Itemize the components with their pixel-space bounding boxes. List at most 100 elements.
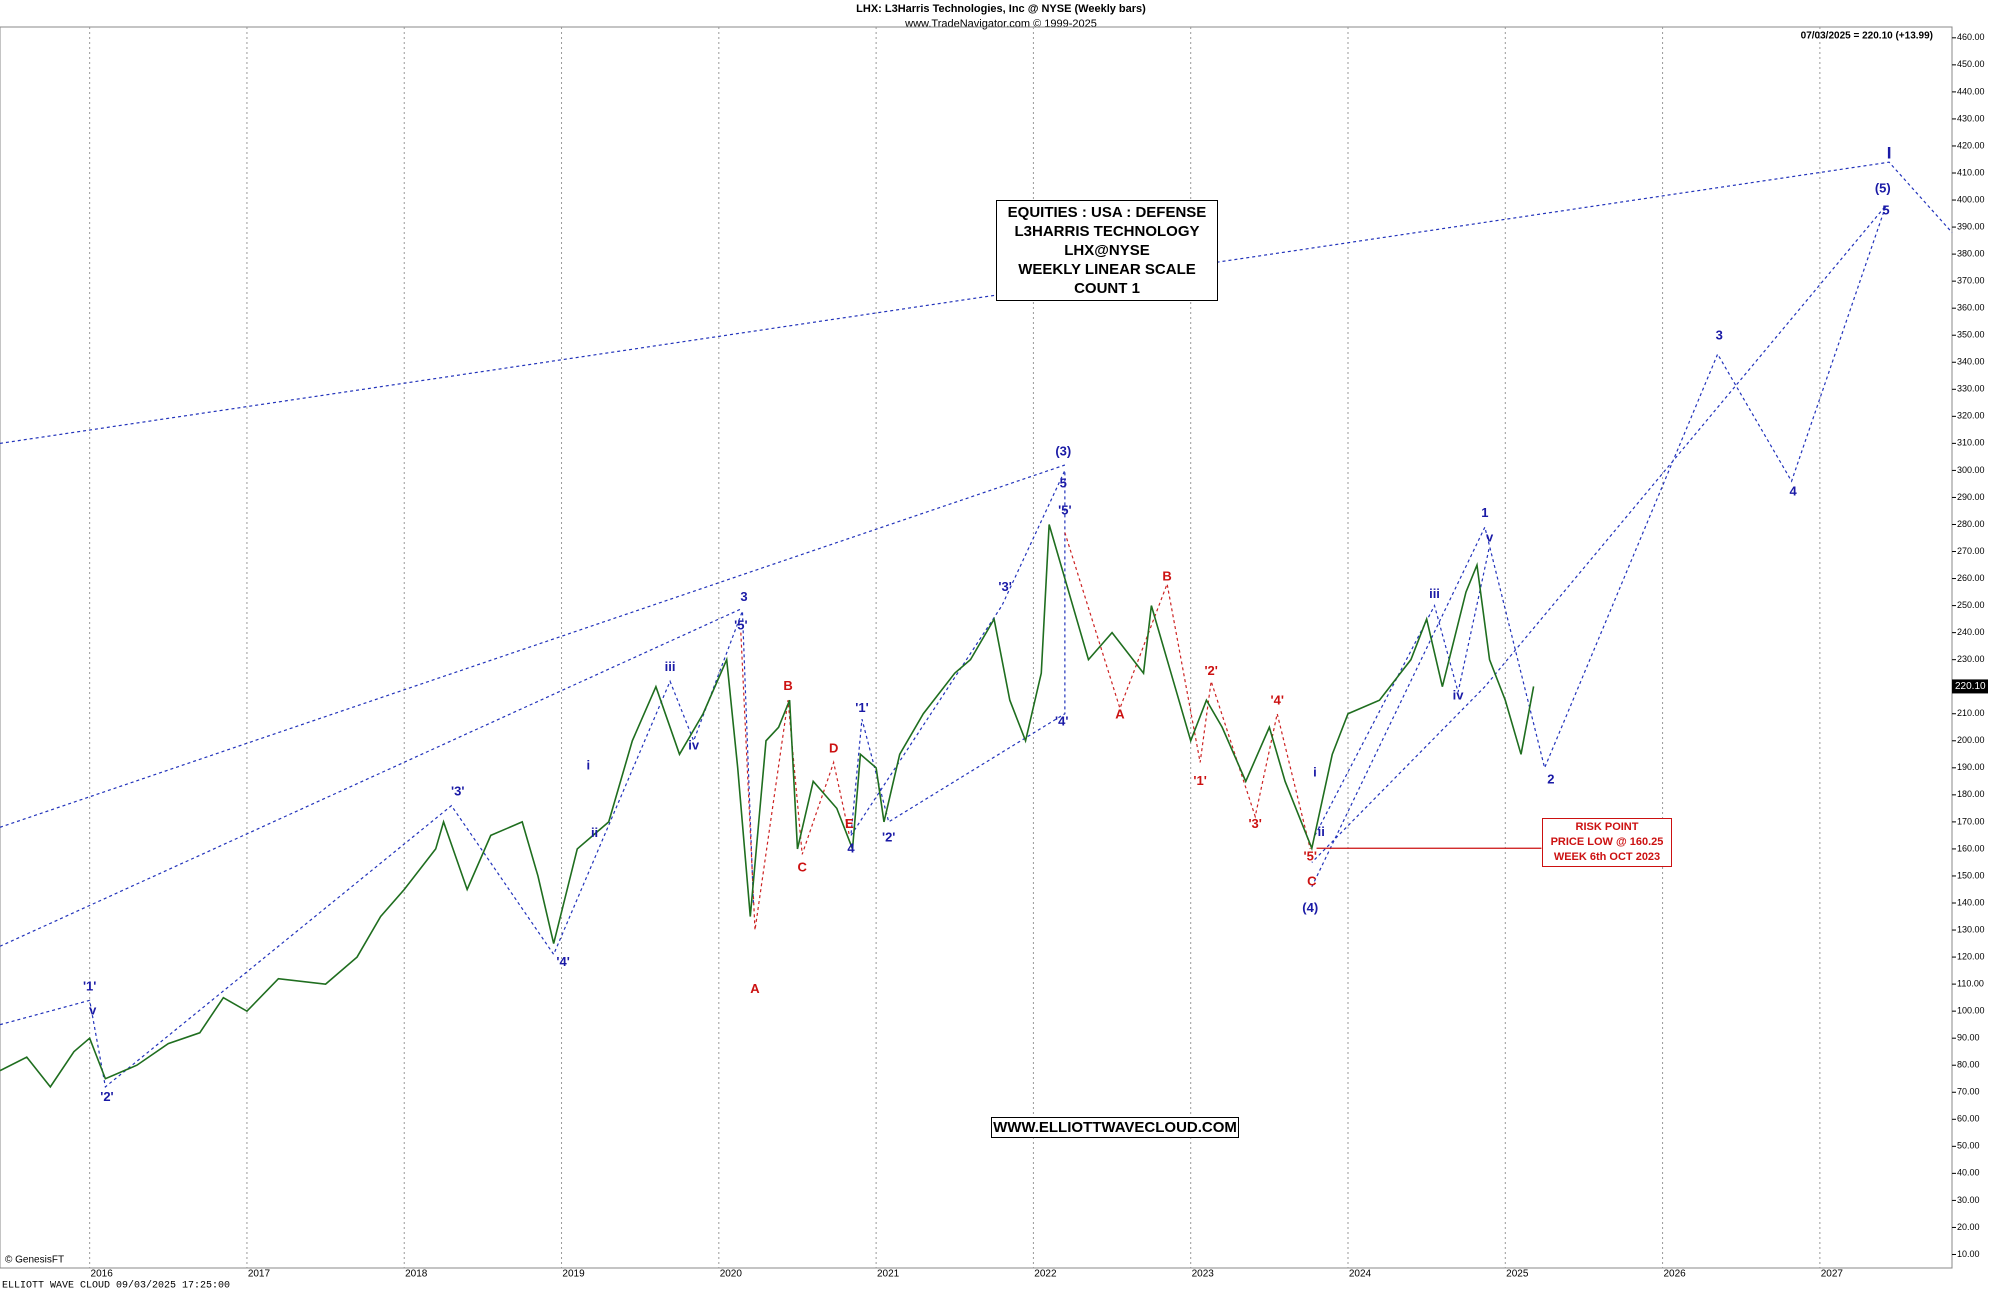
y-tick-label: 320.00 bbox=[1957, 411, 1985, 421]
y-tick-label: 110.00 bbox=[1957, 978, 1984, 988]
wave-label: A bbox=[1115, 707, 1125, 722]
info-line: L3HARRIS TECHNOLOGY bbox=[1014, 223, 1200, 240]
wave-label: '5' bbox=[1304, 848, 1317, 863]
wave-line bbox=[0, 607, 743, 947]
x-tick-label: 2024 bbox=[1349, 1269, 1372, 1280]
wave-label: (4) bbox=[1302, 900, 1318, 915]
y-tick-label: 160.00 bbox=[1957, 843, 1985, 853]
price-line bbox=[0, 524, 1535, 1089]
y-tick-label: 30.00 bbox=[1957, 1195, 1980, 1205]
x-tick-label: 2025 bbox=[1506, 1269, 1529, 1280]
wave-line bbox=[0, 610, 755, 1088]
x-tick-label: 2023 bbox=[1192, 1269, 1215, 1280]
last-price-tag bbox=[1952, 679, 1988, 694]
info-box: EQUITIES : USA : DEFENSE L3HARRIS TECHNO… bbox=[996, 200, 1218, 301]
x-tick-label: 2019 bbox=[562, 1269, 585, 1280]
y-tick-label: 430.00 bbox=[1957, 113, 1985, 123]
wave-label: ii bbox=[591, 825, 598, 840]
wave-label: 2 bbox=[1547, 771, 1554, 786]
wave-label: (3) bbox=[1055, 444, 1071, 459]
y-tick-label: 10.00 bbox=[1957, 1249, 1980, 1259]
y-tick-label: 210.00 bbox=[1957, 708, 1985, 718]
y-tick-label: 290.00 bbox=[1957, 492, 1985, 502]
website: WWW.ELLIOTTWAVECLOUD.COM bbox=[993, 1119, 1237, 1136]
wave-label: '1' bbox=[1193, 773, 1206, 788]
wave-label: E bbox=[845, 816, 854, 831]
wave-line bbox=[850, 470, 1066, 836]
y-tick-label: 410.00 bbox=[1957, 167, 1985, 177]
wave-label: '5' bbox=[734, 617, 747, 632]
y-tick-label: 260.00 bbox=[1957, 573, 1985, 583]
chart-subtitle: www.TradeNavigator.com © 1999-2025 bbox=[904, 18, 1097, 30]
wave-label: C bbox=[1307, 874, 1317, 889]
x-tick-label: 2021 bbox=[877, 1269, 900, 1280]
y-tick-label: 20.00 bbox=[1957, 1222, 1980, 1232]
wave-label: ii bbox=[1318, 824, 1325, 839]
wave-line bbox=[740, 632, 850, 931]
y-tick-label: 350.00 bbox=[1957, 330, 1985, 340]
y-tick-label: 170.00 bbox=[1957, 816, 1985, 826]
wave-label: i bbox=[1313, 765, 1317, 780]
wave-label: 3 bbox=[740, 589, 747, 604]
y-tick-label: 380.00 bbox=[1957, 248, 1985, 258]
y-tick-label: 80.00 bbox=[1957, 1060, 1980, 1070]
wave-label: '5' bbox=[1058, 502, 1071, 517]
wave-label: 1 bbox=[1481, 505, 1488, 520]
x-tick-label: 2017 bbox=[248, 1269, 271, 1280]
y-tick-label: 60.00 bbox=[1957, 1114, 1980, 1124]
plot-frame bbox=[0, 26, 1953, 1269]
wave-label: D bbox=[829, 740, 838, 755]
y-tick-label: 70.00 bbox=[1957, 1087, 1980, 1097]
y-tick-label: 200.00 bbox=[1957, 735, 1985, 745]
footer: ELLIOTT WAVE CLOUD 09/03/2025 17:25:00 bbox=[2, 1280, 230, 1291]
wave-label: '1' bbox=[855, 700, 868, 715]
x-tick-label: 2026 bbox=[1663, 1269, 1686, 1280]
copyright: © GenesisFT bbox=[5, 1255, 64, 1266]
wave-label: '2' bbox=[100, 1089, 113, 1104]
info-line: WEEKLY LINEAR SCALE bbox=[1018, 261, 1196, 278]
wave-label: '3' bbox=[451, 784, 464, 799]
y-tick-label: 140.00 bbox=[1957, 897, 1985, 907]
wave-label: i bbox=[586, 757, 590, 772]
y-tick-label: 90.00 bbox=[1957, 1033, 1980, 1043]
last-price-label: 220.10 bbox=[1955, 681, 1986, 692]
wave-label: '4' bbox=[1055, 713, 1068, 728]
wave-label: (5) bbox=[1875, 181, 1891, 196]
y-tick-label: 280.00 bbox=[1957, 519, 1985, 529]
y-tick-label: 120.00 bbox=[1957, 951, 1985, 961]
risk-line: RISK POINT bbox=[1575, 821, 1639, 833]
y-tick-label: 420.00 bbox=[1957, 140, 1985, 150]
x-tick-label: 2016 bbox=[91, 1269, 114, 1280]
wave-label: v bbox=[1486, 529, 1494, 544]
info-line: EQUITIES : USA : DEFENSE bbox=[1007, 204, 1207, 221]
y-tick-label: 400.00 bbox=[1957, 194, 1985, 204]
wave-label: '3' bbox=[998, 579, 1011, 594]
chart-title: LHX: L3Harris Technologies, Inc @ NYSE (… bbox=[856, 3, 1146, 15]
website-box: WWW.ELLIOTTWAVECLOUD.COM bbox=[991, 1117, 1239, 1138]
wave-label: iii bbox=[665, 659, 676, 674]
y-tick-label: 40.00 bbox=[1957, 1168, 1980, 1178]
wave-label: 4 bbox=[1790, 483, 1798, 498]
risk-line: WEEK 6th OCT 2023 bbox=[1553, 851, 1661, 863]
last-quote: 07/03/2025 = 220.10 (+13.99) bbox=[1801, 31, 1933, 42]
info-line: LHX@NYSE bbox=[1064, 242, 1150, 259]
y-tick-label: 150.00 bbox=[1957, 870, 1985, 880]
wave-label: B bbox=[1162, 569, 1171, 584]
y-tick-label: 460.00 bbox=[1957, 32, 1985, 42]
wave-label: 3 bbox=[1716, 328, 1723, 343]
wave-label: '3' bbox=[1248, 816, 1261, 831]
x-tick-label: 2027 bbox=[1821, 1269, 1844, 1280]
y-tick-label: 100.00 bbox=[1957, 1006, 1985, 1016]
info-line: COUNT 1 bbox=[1074, 280, 1140, 297]
y-tick-label: 390.00 bbox=[1957, 221, 1985, 231]
y-tick-label: 180.00 bbox=[1957, 789, 1985, 799]
y-tick-label: 240.00 bbox=[1957, 627, 1985, 637]
y-tick-label: 130.00 bbox=[1957, 924, 1985, 934]
x-tick-label: 2020 bbox=[720, 1269, 743, 1280]
y-tick-label: 230.00 bbox=[1957, 654, 1985, 664]
y-tick-label: 330.00 bbox=[1957, 384, 1985, 394]
wave-label: 5 bbox=[1882, 202, 1889, 217]
y-tick-label: 450.00 bbox=[1957, 59, 1985, 69]
